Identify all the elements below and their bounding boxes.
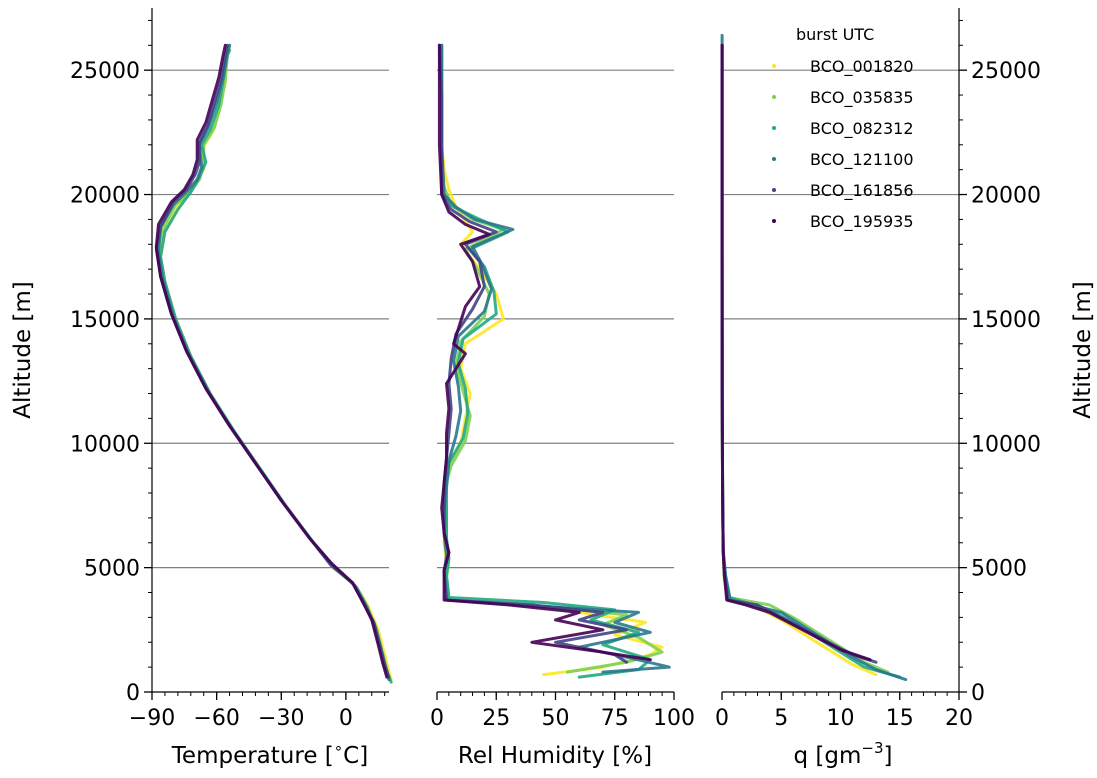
x-tick-label-humidity: 50 bbox=[542, 706, 570, 731]
y-tick-label-left: 10000 bbox=[70, 432, 140, 457]
y-tick-label-left: 15000 bbox=[70, 308, 140, 333]
x-tick-label-temperature: 0 bbox=[339, 706, 353, 731]
x-tick-label-q: 0 bbox=[715, 706, 729, 731]
series-line-humidity-bco_035835 bbox=[440, 43, 664, 674]
legend-entry-bco_121100: BCO_121100 bbox=[810, 150, 914, 170]
x-tick-label-q: 5 bbox=[774, 706, 788, 731]
x-tick-label-q: 20 bbox=[945, 706, 973, 731]
series-line-humidity-bco_161856 bbox=[437, 43, 629, 664]
legend-marker-bco_035835 bbox=[772, 95, 776, 99]
series-line-q-bco_195935 bbox=[720, 43, 872, 662]
x-axis-label-text: q [gm bbox=[794, 743, 862, 769]
y-tick-label-left: 5000 bbox=[84, 557, 140, 582]
series-line-humidity-bco_195935 bbox=[437, 43, 652, 662]
legend-entry-bco_035835: BCO_035835 bbox=[810, 88, 914, 108]
y-tick-label-right: 10000 bbox=[971, 432, 1041, 457]
legend-marker-bco_195935 bbox=[772, 219, 776, 223]
legend-entry-bco_195935: BCO_195935 bbox=[810, 212, 914, 232]
series-line-q-bco_035835 bbox=[720, 43, 890, 674]
y-tick-label-right: 5000 bbox=[971, 557, 1027, 582]
y-tick-label-right: 25000 bbox=[971, 59, 1041, 84]
legend-marker-bco_161856 bbox=[772, 188, 776, 192]
y-axis-label-left: Altitude [m] bbox=[10, 281, 36, 419]
x-tick-label-humidity: 75 bbox=[601, 706, 629, 731]
y-tick-label-left: 20000 bbox=[70, 184, 140, 209]
legend-marker-bco_121100 bbox=[772, 157, 776, 161]
series-line-temperature-bco_195935 bbox=[154, 43, 389, 679]
legend-marker-bco_001820 bbox=[772, 64, 776, 68]
x-axis-label-temperature: Temperature [∘C] bbox=[171, 739, 368, 769]
x-tick-label-humidity: 0 bbox=[430, 706, 444, 731]
gridlines bbox=[152, 69, 959, 569]
series-line-humidity-bco_121100 bbox=[440, 43, 671, 674]
x-tick-label-q: 10 bbox=[827, 706, 855, 731]
y-tick-label-right: 0 bbox=[971, 681, 985, 706]
y-tick-label-left: 0 bbox=[126, 681, 140, 706]
y-tick-label-left: 25000 bbox=[70, 59, 140, 84]
x-axis-label-superscript: −3 bbox=[861, 739, 883, 757]
x-axis-label-humidity: Rel Humidity [%] bbox=[458, 743, 652, 769]
x-axis-label-tail: ] bbox=[884, 743, 893, 769]
series-line-q-bco_001820 bbox=[720, 43, 878, 677]
x-tick-label-temperature: −30 bbox=[258, 706, 304, 731]
series-line-q-bco_082312 bbox=[720, 43, 902, 679]
x-tick-label-temperature: −60 bbox=[193, 706, 239, 731]
x-tick-label-temperature: −90 bbox=[129, 706, 175, 731]
x-tick-label-q: 15 bbox=[886, 706, 914, 731]
y-tick-label-right: 20000 bbox=[971, 184, 1041, 209]
legend-entry-bco_161856: BCO_161856 bbox=[810, 181, 914, 201]
x-tick-label-humidity: 25 bbox=[482, 706, 510, 731]
y-axis-label-right: Altitude [m] bbox=[1070, 281, 1096, 419]
legend-title: burst UTC bbox=[796, 25, 874, 44]
x-tick-label-humidity: 100 bbox=[653, 706, 695, 731]
x-axis-label-q: q [gm−3] bbox=[794, 739, 893, 769]
x-axis-label-tail: C] bbox=[343, 743, 368, 769]
series-line-humidity-bco_082312 bbox=[440, 43, 652, 679]
profile-series bbox=[154, 33, 908, 684]
x-axis-label-superscript: ∘ bbox=[334, 739, 343, 757]
legend-entry-bco_001820: BCO_001820 bbox=[810, 57, 914, 77]
legend-entry-bco_082312: BCO_082312 bbox=[810, 119, 914, 139]
series-line-humidity-bco_001820 bbox=[440, 43, 664, 677]
y-tick-label-right: 15000 bbox=[971, 308, 1041, 333]
legend: burst UTC BCO_001820 BCO_035835 BCO_082312 B… bbox=[772, 25, 914, 232]
x-axis-label-text: Temperature [ bbox=[171, 743, 334, 769]
legend-marker-bco_082312 bbox=[772, 126, 776, 130]
